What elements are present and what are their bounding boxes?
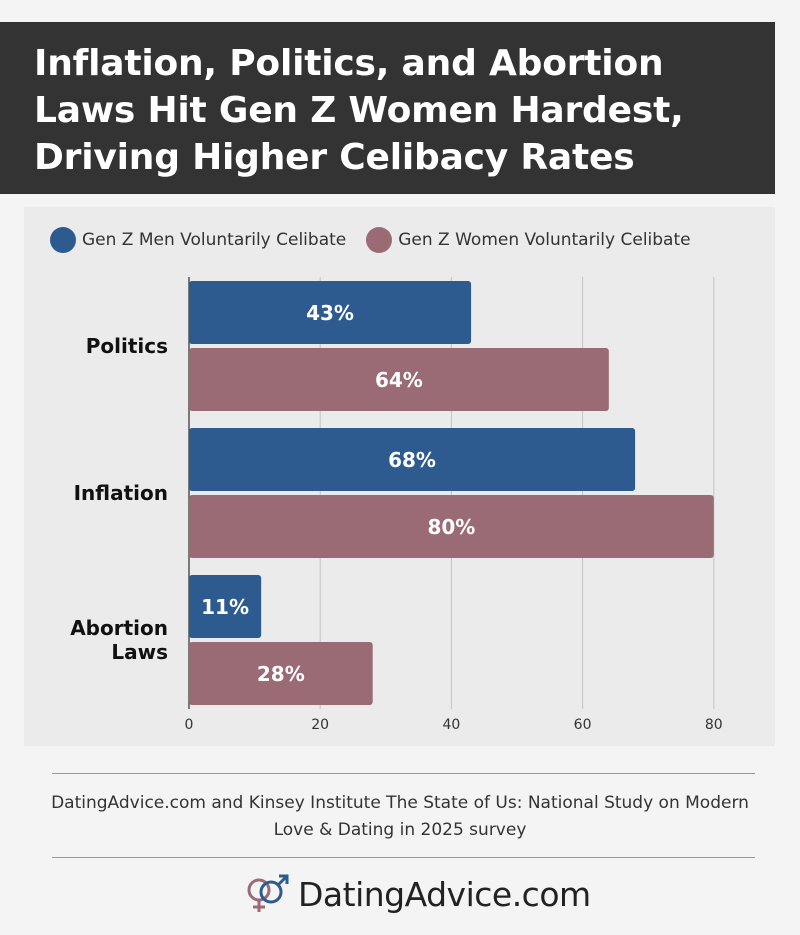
legend-label-women: Gen Z Women Voluntarily Celibate — [398, 230, 691, 250]
source-note: DatingAdvice.com and Kinsey Institute Th… — [51, 793, 749, 840]
brand-name: DatingAdvice.com — [298, 874, 591, 914]
bar-value-label: 11% — [201, 594, 250, 619]
category-label: Inflation — [73, 481, 168, 505]
bar-value-label: 68% — [388, 447, 436, 472]
bar — [189, 642, 373, 705]
source-divider-top — [52, 773, 755, 774]
x-tick-label: 80 — [704, 717, 723, 733]
bar — [189, 281, 472, 344]
plot-area: 0 20 40 60 80 43% 64% Politics 68% 80% Inflation 11… — [24, 207, 775, 746]
chart-title: Inflation, Politics, and Abortion Laws H… — [34, 43, 684, 178]
x-tick-label: 60 — [573, 717, 592, 733]
title-banner: Inflation, Politics, and Abortion Laws H… — [0, 22, 775, 194]
legend-item-women: Gen Z Women Voluntarily Celibate — [366, 227, 691, 253]
bar — [189, 348, 609, 411]
gender-symbols-logo-icon — [247, 874, 289, 912]
x-tick-label: 0 — [184, 717, 194, 733]
bar — [189, 495, 714, 558]
category-label: Politics — [85, 334, 168, 358]
legend: Gen Z Men Voluntarily Celibate Gen Z Wom… — [50, 227, 711, 253]
x-tick-label: 20 — [311, 717, 330, 733]
category-label: Abortion Laws — [70, 616, 168, 664]
legend-swatch-men — [50, 227, 76, 253]
chart-svg — [188, 277, 715, 709]
brand-logo: DatingAdvice.com — [244, 872, 591, 916]
legend-label-men: Gen Z Men Voluntarily Celibate — [82, 230, 347, 250]
bar — [189, 428, 636, 491]
chart-panel: Gen Z Men Voluntarily Celibate Gen Z Wom… — [24, 207, 775, 746]
bar-value-label: 80% — [427, 514, 476, 539]
legend-swatch-women — [366, 227, 393, 253]
bar-value-label: 43% — [306, 300, 354, 325]
legend-item-men: Gen Z Men Voluntarily Celibate — [50, 227, 346, 253]
bar — [189, 575, 262, 638]
x-tick-label: 40 — [442, 717, 461, 733]
bar-value-label: 64% — [374, 367, 423, 392]
source-divider-bottom — [52, 857, 755, 858]
bar-value-label: 28% — [256, 661, 305, 686]
